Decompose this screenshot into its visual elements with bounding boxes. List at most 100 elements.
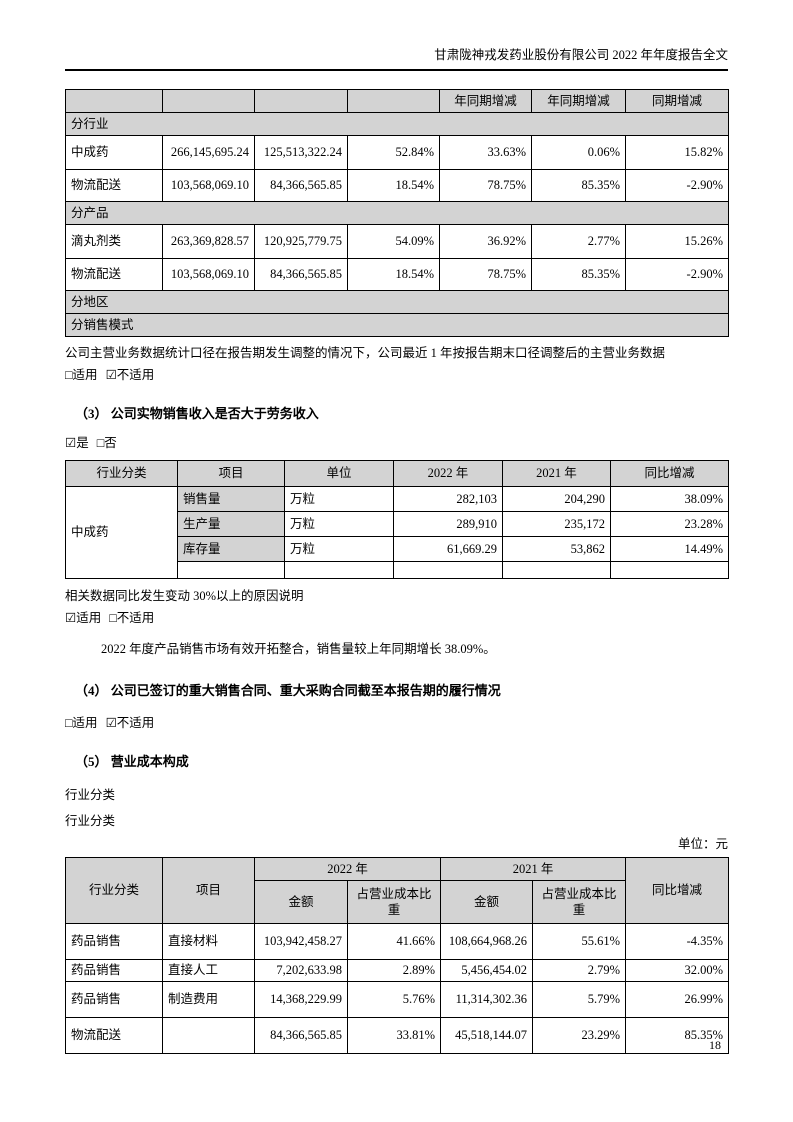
unit-cell: 万粒 <box>284 486 394 512</box>
percent-cell: 78.75% <box>439 258 532 291</box>
table-row: 生产量 万粒 289,910 235,172 23.28% <box>66 511 729 537</box>
percent-cell: 38.09% <box>610 486 729 512</box>
report-header: 甘肃陇神戎发药业股份有限公司 2022 年年度报告全文 <box>65 46 728 71</box>
header-cell: 2022 年 <box>393 460 503 487</box>
segment-name-cell: 物流配送 <box>65 169 163 202</box>
percent-cell: 32.00% <box>625 959 730 982</box>
checkbox-applicable: □适用 <box>65 368 98 382</box>
item-cell: 库存量 <box>177 536 285 562</box>
industry-name-cell: 药品销售 <box>65 923 163 960</box>
section-row-region: 分地区 <box>65 290 729 314</box>
header-cell: 2022 年 <box>253 857 442 881</box>
industry-name-cell: 中成药 <box>65 486 178 579</box>
checkbox-no: □否 <box>96 436 117 450</box>
header-cell: 2021 年 <box>440 857 627 881</box>
value-cell: 61,669.29 <box>393 536 503 562</box>
percent-cell: 54.09% <box>347 224 440 259</box>
header-cell <box>65 89 163 113</box>
checkbox-applicable: ☑适用 <box>65 611 102 625</box>
table-row: 中成药 266,145,695.24 125,513,322.24 52.84%… <box>65 135 729 170</box>
header-cell: 2021 年 <box>502 460 611 487</box>
amount-cell: 266,145,695.24 <box>162 135 255 170</box>
table-row: 物流配送 84,366,565.85 33.81% 45,518,144.07 … <box>65 1017 730 1054</box>
amount-cell: 84,366,565.85 <box>254 1017 348 1054</box>
header-cell: 项目 <box>177 460 285 487</box>
value-cell: 282,103 <box>393 486 503 512</box>
table-header-row: 年同期增减 年同期增减 同期增减 <box>65 89 729 113</box>
percent-cell: -4.35% <box>625 923 730 960</box>
header-cell <box>347 89 440 113</box>
percent-cell: 36.92% <box>439 224 532 259</box>
item-cell <box>162 1017 255 1054</box>
amount-cell: 45,518,144.07 <box>440 1017 534 1054</box>
segment-name-cell: 滴丸剂类 <box>65 224 163 259</box>
header-cell <box>254 89 348 113</box>
percent-cell: 0.06% <box>531 135 626 170</box>
header-cell: 年同期增减 <box>531 89 626 113</box>
segment-revenue-table: 年同期增减 年同期增减 同期增减 分行业 中成药 266,145,695.24 … <box>65 89 729 337</box>
table-subheader-row: 金额 占营业成本比重 金额 占营业成本比重 <box>66 880 729 924</box>
amount-cell: 14,368,229.99 <box>254 981 348 1018</box>
table-row: 滴丸剂类 263,369,828.57 120,925,779.75 54.09… <box>65 224 729 259</box>
percent-cell: 55.61% <box>532 923 627 960</box>
section-row-sales-mode: 分销售模式 <box>65 313 729 337</box>
header-cell: 行业分类 <box>65 460 178 487</box>
percent-cell: 85.35% <box>531 169 626 202</box>
amount-cell: 103,568,069.10 <box>162 258 255 291</box>
section-heading-4: （4） 公司已签订的重大销售合同、重大采购合同截至本报告期的履行情况 <box>75 683 501 698</box>
amount-cell: 263,369,828.57 <box>162 224 255 259</box>
section-heading-3: （3） 公司实物销售收入是否大于劳务收入 <box>75 406 319 421</box>
percent-cell: 78.75% <box>439 169 532 202</box>
section-label-cell: 分行业 <box>65 112 729 136</box>
checkbox-line: □适用 ☑不适用 <box>65 714 728 733</box>
empty-cell <box>610 561 729 579</box>
industry-name-cell: 药品销售 <box>65 959 163 982</box>
adjustment-note: 公司主营业务数据统计口径在报告期发生调整的情况下，公司最近 1 年按报告期末口径… <box>65 346 666 360</box>
header-cell: 行业分类 <box>65 857 163 924</box>
unit-cell: 万粒 <box>284 511 394 537</box>
industry-class-label: 行业分类 <box>65 814 116 828</box>
percent-cell: 5.79% <box>532 981 627 1018</box>
header-cell: 同比增减 <box>625 857 730 924</box>
amount-cell: 103,568,069.10 <box>162 169 255 202</box>
table-row: 物流配送 103,568,069.10 84,366,565.85 18.54%… <box>65 169 729 202</box>
unit-label: 单位：元 <box>677 837 728 851</box>
percent-cell: 26.99% <box>625 981 730 1018</box>
checkbox-not-applicable: ☑不适用 <box>105 716 155 730</box>
percent-cell: 18.54% <box>347 169 440 202</box>
header-cell: 单位 <box>284 460 394 487</box>
checkbox-line: ☑适用 □不适用 <box>65 609 728 628</box>
empty-cell <box>393 561 503 579</box>
percent-cell: 15.26% <box>625 224 729 259</box>
percent-cell: -2.90% <box>625 258 729 291</box>
item-cell: 直接材料 <box>162 923 255 960</box>
percent-cell: 52.84% <box>347 135 440 170</box>
report-title: 甘肃陇神戎发药业股份有限公司 2022 年年度报告全文 <box>434 48 728 62</box>
checkbox-line: □适用 ☑不适用 <box>65 366 728 385</box>
checkbox-yes: ☑是 <box>65 436 89 450</box>
header-cell: 占营业成本比重 <box>532 880 627 924</box>
table-row: 中成药 销售量 万粒 282,103 204,290 38.09% <box>65 486 729 579</box>
header-cell: 占营业成本比重 <box>346 880 442 924</box>
section-row-industry: 分行业 <box>65 112 729 136</box>
percent-cell: 23.29% <box>532 1017 627 1054</box>
percent-cell: 85.35% <box>531 258 626 291</box>
checkbox-not-applicable: □不适用 <box>109 611 155 625</box>
table-header-row: 行业分类 项目 2022 年 2021 年 同比增减 <box>65 857 730 924</box>
header-cell <box>162 89 255 113</box>
value-cell: 235,172 <box>502 511 611 537</box>
section-label-cell: 分销售模式 <box>65 313 729 337</box>
empty-cell <box>177 561 285 579</box>
table-row: 药品销售 直接人工 7,202,633.98 2.89% 5,456,454.0… <box>65 959 730 982</box>
amount-cell: 84,366,565.85 <box>254 258 348 291</box>
percent-cell: 18.54% <box>347 258 440 291</box>
unit-cell: 万粒 <box>284 536 394 562</box>
checkbox-line: ☑是 □否 <box>65 434 728 453</box>
industry-name-cell: 药品销售 <box>65 981 163 1018</box>
item-cell: 直接人工 <box>162 959 255 982</box>
value-cell: 204,290 <box>502 486 611 512</box>
percent-cell: 5.76% <box>346 981 442 1018</box>
item-cell: 销售量 <box>177 486 285 512</box>
section-row-product: 分产品 <box>65 201 729 225</box>
